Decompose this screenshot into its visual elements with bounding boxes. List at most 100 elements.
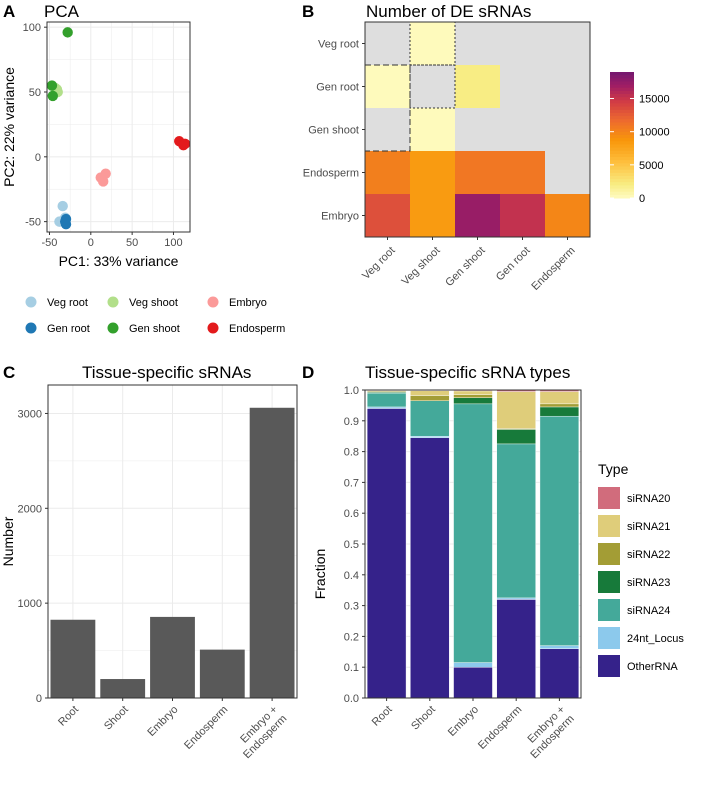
stacked-segment-otherrna — [453, 667, 493, 699]
heatmap-cell — [545, 65, 590, 108]
bar-y-tick-label: 2000 — [18, 503, 42, 515]
bar-shoot — [100, 679, 146, 698]
stacked-y-tick-label: 0.0 — [344, 693, 359, 705]
stacked-legend-key — [598, 599, 620, 621]
pca-y-tick-label: -50 — [25, 217, 41, 229]
pca-legend-label: Endosperm — [229, 323, 285, 335]
stacked-x-tick-label: Embryo — [446, 704, 481, 739]
stacked-legend-key — [598, 515, 620, 537]
pca-point-veg-root — [57, 200, 68, 212]
stacked-legend-label: siRNA24 — [627, 605, 670, 617]
pca-y-tick-label: 50 — [29, 87, 41, 99]
stacked-legend-title: Type — [598, 461, 629, 477]
pca-x-tick-label: 0 — [88, 237, 94, 249]
stacked-segment-sirna23 — [453, 397, 493, 405]
stacked-y-tick-label: 0.4 — [344, 570, 359, 582]
stacked-legend-key — [598, 543, 620, 565]
heatmap-row-label: Gen root — [316, 82, 359, 94]
stacked-segment-sirna23 — [539, 406, 580, 417]
heatmap-col-label: Veg shoot — [400, 245, 443, 288]
stacked-segment-otherrna — [410, 437, 450, 699]
colorbar-segment — [610, 122, 634, 127]
stacked-segment-sirna21 — [496, 391, 536, 429]
heatmap-cell — [545, 151, 590, 194]
heatmap-cell — [545, 22, 590, 65]
colorbar-segment — [610, 109, 634, 114]
bar-x-tick-label: Shoot — [102, 704, 131, 733]
stacked-x-tick-label: Root — [370, 704, 395, 729]
panel-a-letter: A — [3, 2, 15, 21]
pca-point-gen-shoot — [46, 80, 58, 91]
stacked-legend-label: OtherRNA — [627, 661, 678, 673]
stacked-y-axis-label: Fraction — [312, 549, 328, 600]
colorbar-segment — [610, 175, 634, 180]
stacked-y-tick-label: 1.0 — [344, 385, 359, 397]
heatmap-cell — [455, 65, 500, 108]
heatmap-cell — [500, 108, 545, 151]
colorbar-tick-label: 5000 — [639, 160, 663, 172]
panel-c-letter: C — [3, 363, 15, 382]
stacked-segment-otherrna — [539, 648, 580, 699]
stacked-y-tick-label: 0.3 — [344, 601, 359, 613]
heatmap-row-label: Veg root — [318, 39, 359, 51]
heatmap-cell — [365, 108, 410, 151]
pca-legend-label: Veg shoot — [129, 297, 178, 309]
colorbar-segment — [610, 169, 634, 174]
stacked-segment-sirna22 — [539, 403, 580, 408]
colorbar-segment — [610, 157, 634, 161]
heatmap-col-label: Veg root — [360, 245, 397, 282]
bar-y-tick-label: 3000 — [18, 408, 42, 420]
pca-plot-area — [47, 22, 190, 232]
bar-x-tick-label-line: Embryo — [145, 704, 180, 739]
stacked-segment-otherrna — [366, 408, 407, 699]
panel-c-title: Tissue-specific sRNAs — [82, 363, 251, 382]
bar-y-tick-label: 0 — [36, 693, 42, 705]
colorbar-segment — [610, 153, 634, 158]
colorbar-segment — [610, 103, 634, 108]
heatmap-row-label: Embryo — [321, 211, 359, 223]
stacked-y-tick-label: 0.9 — [344, 416, 359, 428]
stacked-legend-key — [598, 655, 620, 677]
stacked-segment-sirna24 — [410, 400, 450, 437]
colorbar-segment — [610, 87, 634, 92]
colorbar-segment — [610, 112, 634, 117]
stacked-segment-sirna24 — [366, 392, 407, 408]
colorbar-segment — [610, 179, 634, 183]
colorbar-tick-label: 0 — [639, 193, 645, 205]
stacked-legend-label: siRNA23 — [627, 577, 670, 589]
colorbar-segment — [610, 135, 634, 139]
heatmap-cell — [500, 22, 545, 65]
colorbar-segment — [610, 78, 634, 82]
colorbar-segment — [610, 141, 634, 145]
bar-x-tick-label: Root — [56, 704, 81, 729]
stacked-x-tick-label-line: Root — [370, 704, 395, 729]
colorbar-segment — [610, 182, 634, 186]
bar-x-tick-label-line: Endosperm — [182, 704, 230, 752]
stacked-segment-sirna22 — [453, 394, 493, 398]
pca-point-gen-shoot — [47, 90, 58, 102]
heatmap-cell — [500, 65, 545, 108]
stacked-legend-key — [598, 571, 620, 593]
pca-legend-key — [25, 296, 37, 308]
colorbar-segment — [610, 191, 634, 196]
colorbar-segment — [610, 119, 634, 123]
colorbar-segment — [610, 94, 634, 98]
stacked-y-tick-label: 0.5 — [344, 539, 359, 551]
pca-y-axis-label: PC2: 22% variance — [1, 67, 17, 187]
heatmap-cell — [455, 151, 500, 194]
heatmap-row-label: Gen shoot — [308, 125, 359, 137]
pca-x-tick-label: 50 — [126, 237, 138, 249]
stacked-segment-sirna24 — [539, 415, 580, 646]
stacked-panel-border — [364, 389, 582, 699]
colorbar-segment — [610, 125, 634, 130]
colorbar-segment — [610, 138, 634, 142]
bar-x-tick-label: Endosperm — [182, 704, 230, 752]
heatmap-cell — [365, 22, 410, 65]
stacked-segment-24nt_locus — [366, 406, 407, 409]
pca-legend-label: Veg root — [47, 297, 88, 309]
pca-legend-key — [107, 296, 119, 308]
stacked-segment-sirna22 — [410, 395, 450, 401]
bar-panel-border — [47, 384, 298, 699]
stacked-y-tick-label: 0.8 — [344, 447, 359, 459]
